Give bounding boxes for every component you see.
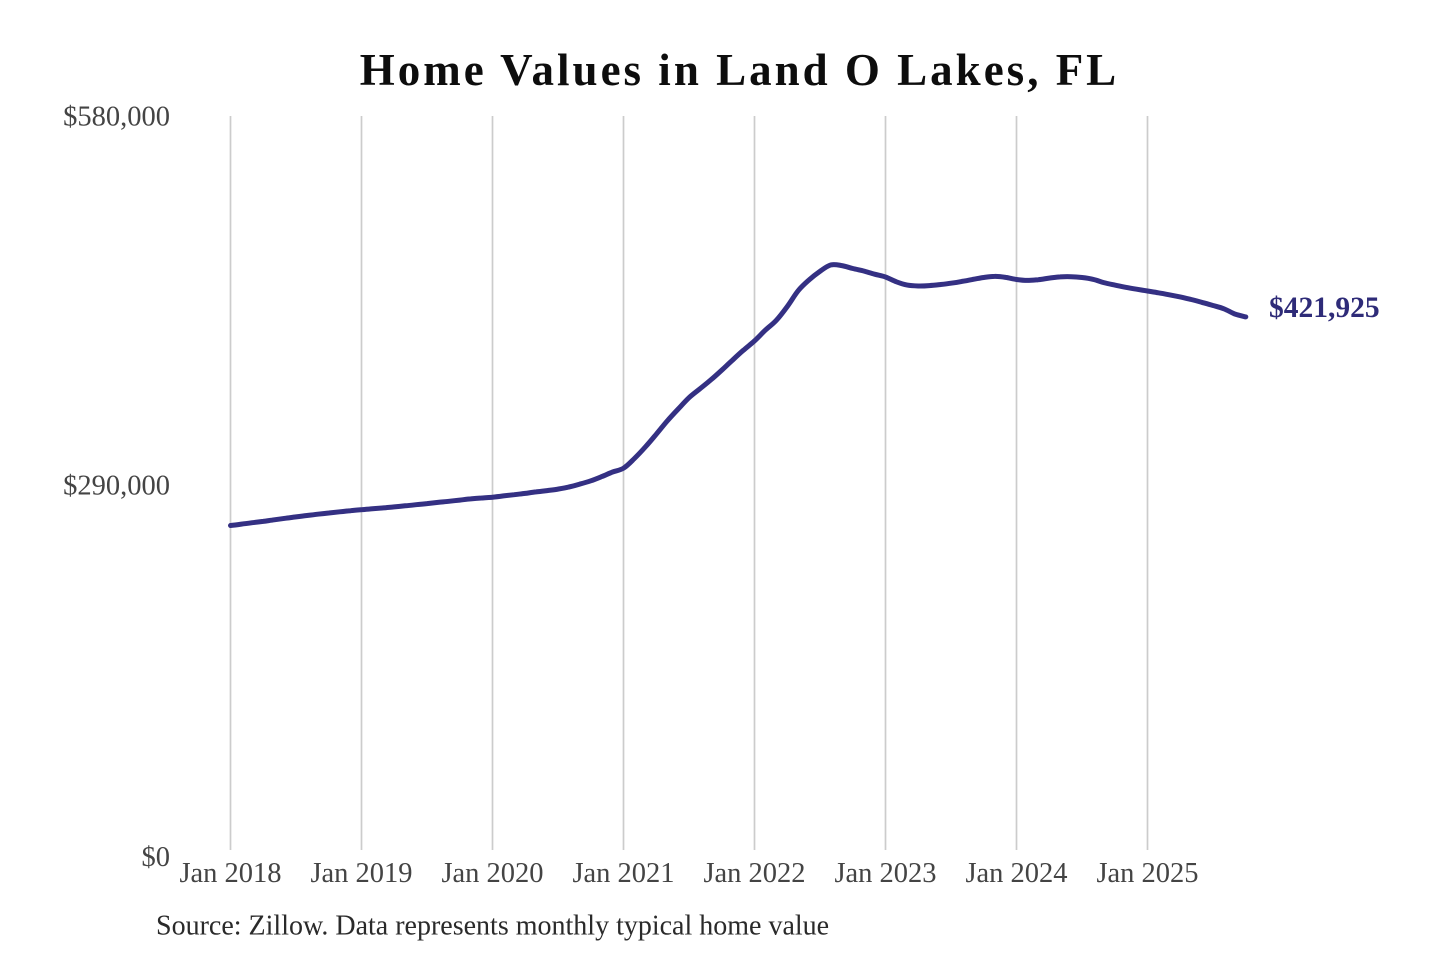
svg-text:Jan 2020: Jan 2020: [441, 858, 543, 889]
svg-text:$580,000: $580,000: [63, 102, 170, 133]
svg-text:Jan 2024: Jan 2024: [965, 858, 1067, 889]
svg-text:Jan 2021: Jan 2021: [572, 858, 674, 889]
svg-text:Jan 2025: Jan 2025: [1096, 858, 1198, 889]
svg-text:Jan 2019: Jan 2019: [310, 858, 412, 889]
svg-text:$0: $0: [142, 842, 171, 873]
svg-text:$290,000: $290,000: [63, 471, 170, 502]
svg-text:Jan 2018: Jan 2018: [179, 858, 281, 889]
svg-text:Jan 2022: Jan 2022: [703, 858, 805, 889]
svg-text:$421,925: $421,925: [1269, 292, 1380, 324]
svg-text:Jan 2023: Jan 2023: [834, 858, 936, 889]
svg-text:Home Values in Land O Lakes, F: Home Values in Land O Lakes, FL: [360, 45, 1119, 95]
svg-text:Source: Zillow. Data represent: Source: Zillow. Data represents monthly …: [156, 911, 829, 942]
